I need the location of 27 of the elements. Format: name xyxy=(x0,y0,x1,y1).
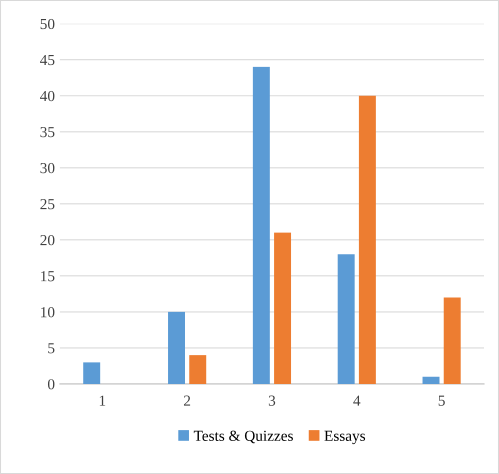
y-tick-label: 45 xyxy=(40,54,54,66)
bar xyxy=(83,362,100,384)
y-tick-label: 10 xyxy=(41,307,54,318)
bar xyxy=(252,66,270,384)
legend-label: Essays xyxy=(324,430,366,444)
y-tick-label: 0 xyxy=(48,379,54,390)
bar xyxy=(274,232,292,384)
x-tick-label: 4 xyxy=(353,396,360,406)
y-tick-label: 50 xyxy=(40,18,54,30)
x-tick-label: 2 xyxy=(184,396,190,406)
x-tick-label: 5 xyxy=(438,396,445,406)
y-tick-label: 25 xyxy=(40,199,54,210)
bar xyxy=(168,312,186,384)
y-tick-label: 40 xyxy=(40,90,54,102)
legend-label: Tests & Quizzes xyxy=(194,430,293,444)
y-tick-label: 15 xyxy=(41,271,54,282)
y-tick-label: 35 xyxy=(40,126,54,138)
y-tick-label: 5 xyxy=(48,343,54,354)
y-tick-label: 30 xyxy=(40,162,54,174)
bar xyxy=(338,254,355,384)
bar xyxy=(189,355,206,384)
x-tick-label: 3 xyxy=(268,396,276,406)
bar xyxy=(444,297,461,384)
bar xyxy=(358,96,376,384)
bar xyxy=(422,376,440,384)
x-tick-label: 1 xyxy=(100,396,106,406)
y-tick-label: 20 xyxy=(40,234,54,246)
